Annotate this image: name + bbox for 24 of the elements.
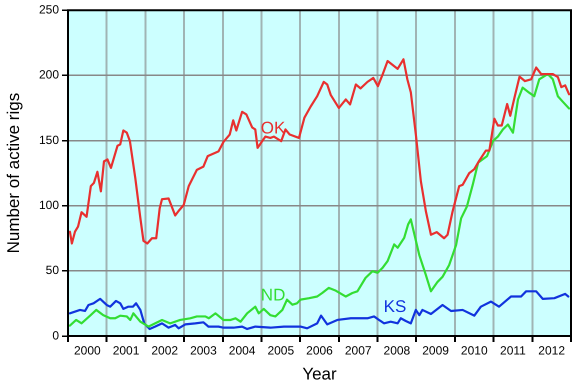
x-tick-label: 2006 [306,344,334,358]
x-tick-label: 2000 [74,344,102,358]
y-tick-label: 200 [38,68,60,82]
x-tick-label: 2011 [500,344,526,358]
y-tick-label: 100 [38,198,60,212]
x-tick-label: 2002 [151,344,178,358]
y-tick-label: 250 [38,2,60,17]
x-tick-label: 2005 [267,344,294,358]
x-tick-label: 2001 [112,344,140,358]
x-tick-label: 2012 [538,344,566,358]
x-tick-label: 2008 [384,344,411,358]
y-tick-label: 150 [38,132,60,147]
series-label: KS [384,297,406,316]
series-label: ND [260,285,286,304]
x-tick-label: 2003 [190,344,218,358]
x-tick-label: 2009 [422,344,450,358]
y-axis-title: Number of active rigs [4,92,23,254]
x-tick-label: 2010 [460,344,488,358]
series-label: OK [260,118,286,138]
y-tick-label: 50 [46,263,60,278]
x-tick-label: 2004 [228,344,256,358]
x-axis-title: Year [302,364,338,384]
x-tick-label: 2007 [344,344,372,358]
y-tick-label: 0 [52,328,60,342]
